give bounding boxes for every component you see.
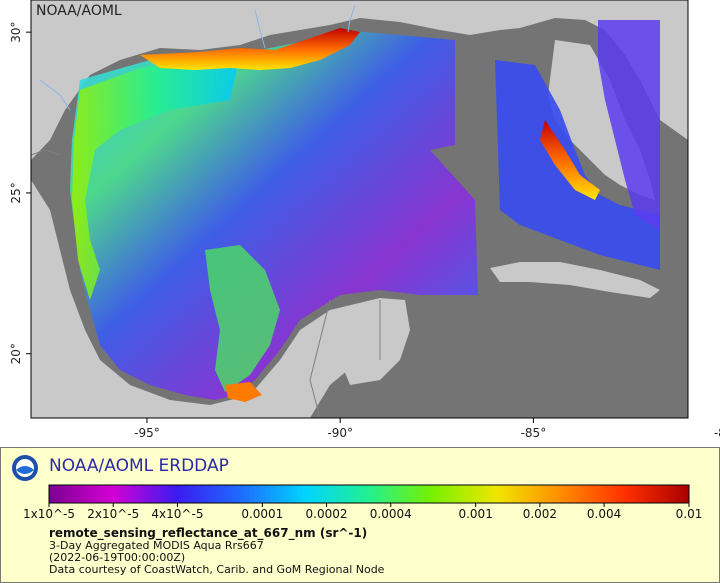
campeche-coast-hot: [225, 382, 262, 402]
noaa-logo-icon: [12, 455, 38, 481]
mexico-land: [31, 180, 400, 418]
colorbar-tick-label: 0.0002: [305, 507, 348, 521]
lon-tick-label: -95°: [134, 426, 160, 440]
colorbar-tick-label: 0.001: [458, 507, 493, 521]
map-panel: -95° -90° -85° -80° 30° 25° 20°: [9, 0, 720, 440]
florida-west-swath: [495, 60, 660, 270]
lon-tick-label: -90°: [327, 426, 353, 440]
map-frame: [30, 0, 689, 419]
colorbar-tick-label: 0.0001: [241, 507, 284, 521]
colorbar-tick-label: 0.01: [675, 507, 703, 521]
colorbar-gradient: [48, 484, 690, 504]
lon-tick-label: -85°: [521, 426, 547, 440]
florida-coast-hot: [540, 120, 600, 200]
lon-tick-label: -80°: [714, 426, 720, 440]
louisiana-coast-hot: [140, 28, 360, 70]
lat-tick-label: 30°: [9, 22, 23, 43]
variable-name: remote_sensing_reflectance_at_667_nm (sr…: [49, 526, 368, 540]
colorbar-tick-label: 1x10^-5: [22, 507, 76, 521]
yucatan-borders: [309, 299, 381, 419]
gulf-swath-main: [70, 30, 478, 400]
latitude-axis: 30° 25° 20°: [9, 22, 31, 364]
colorbar-tick-label: 2x10^-5: [87, 507, 140, 521]
dataset-time: (2022-06-19T00:00:00Z): [49, 551, 186, 564]
lat-tick-label: 25°: [9, 182, 23, 203]
us-land: [31, 0, 688, 160]
data-courtesy: Data courtesy of CoastWatch, Carib. and …: [49, 563, 385, 576]
colorbar: [48, 484, 690, 507]
legend-title: NOAA/AOML ERDDAP: [49, 456, 229, 476]
yucatan-land: [330, 298, 410, 385]
colorbar-tickmarks: [48, 503, 690, 507]
longitude-axis: -95° -90° -85° -80°: [134, 418, 720, 440]
legend-panel: NOAA/AOML ERDDAP 1x10^-5 2x10^-5 4x10^-5 0.…: [0, 447, 720, 583]
map-corner-label: NOAA/AOML: [36, 3, 122, 19]
colorbar-tick-label: 0.0004: [369, 507, 412, 521]
us-mexico-border: [30, 149, 61, 156]
rivers: [39, 4, 356, 111]
colorbar-tick-label: 0.002: [522, 507, 558, 521]
colorbar-tick-label: 0.004: [586, 507, 622, 521]
cuba-land: [490, 262, 660, 298]
mexico-coast-swath: [205, 245, 280, 392]
texas-shelf-swath: [72, 55, 240, 300]
lat-tick-label: 20°: [9, 343, 23, 364]
atlantic-swath: [598, 20, 660, 230]
colorbar-tick-label: 4x10^-5: [151, 507, 204, 521]
dataset-description: 3-Day Aggregated MODIS Aqua Rrs667: [49, 539, 264, 552]
